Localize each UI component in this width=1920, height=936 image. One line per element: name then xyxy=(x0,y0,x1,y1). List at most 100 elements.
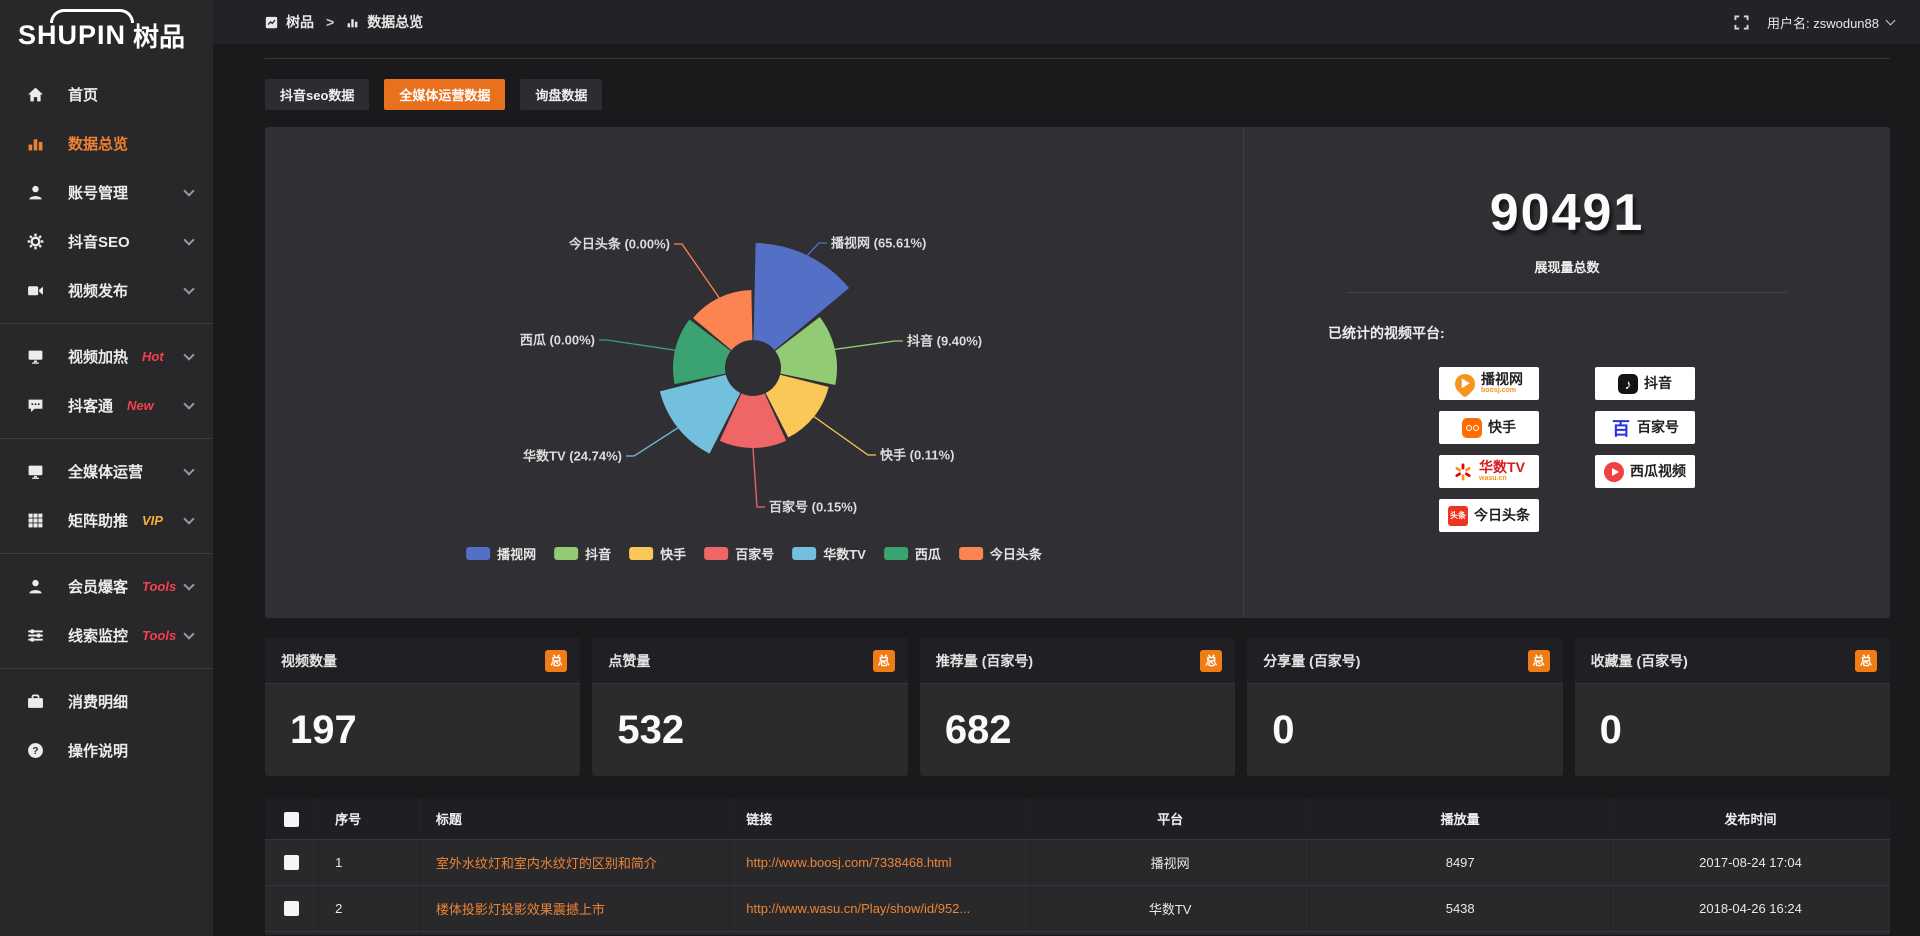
row-checkbox[interactable] xyxy=(284,855,300,871)
logo-arc xyxy=(50,9,134,23)
cell-title[interactable]: 室外水纹灯和室内水纹灯的区别和简介 xyxy=(419,839,731,886)
sidebar-item-视频加热[interactable]: 视频加热 Hot xyxy=(0,332,213,381)
stat-card-title: 推荐量 (百家号) xyxy=(935,652,1034,669)
sidebar-item-首页[interactable]: 首页 xyxy=(0,70,213,119)
pie-slice-百家号[interactable] xyxy=(719,393,787,449)
pie-label-line xyxy=(834,340,903,350)
sidebar-item-badge: Tools xyxy=(142,628,177,643)
sidebar-item-会员爆客[interactable]: 会员爆客 Tools xyxy=(0,562,213,611)
pie-slice-抖音[interactable] xyxy=(775,317,837,385)
boosj-logo xyxy=(1450,369,1480,398)
data-tabs: 抖音seo数据 全媒体运营数据 询盘数据 xyxy=(265,79,1890,110)
sidebar-item-视频发布[interactable]: 视频发布 xyxy=(0,266,213,315)
xigua-logo xyxy=(1604,461,1624,482)
pie-slice-今日头条[interactable] xyxy=(693,290,753,351)
platform-name: 西瓜视频 xyxy=(1630,463,1686,480)
stat-card-body: 0 xyxy=(1247,684,1562,776)
pie-label-今日头条: 今日头条 (0.00%) xyxy=(568,237,670,252)
tab-全媒体运营数据[interactable]: 全媒体运营数据 xyxy=(384,79,506,110)
sliders-icon xyxy=(27,627,44,644)
legend-swatch xyxy=(466,547,491,560)
sidebar-item-抖音SEO[interactable]: 抖音SEO xyxy=(0,217,213,266)
platform-column: 播视网 boosj.com 快手 华数TV wasu.cn 头条 今日头条 xyxy=(1439,367,1539,532)
column-header-平台: 平台 xyxy=(1030,799,1311,840)
logo-suffix-text: 树品 xyxy=(133,21,186,52)
pie-label-快手: 快手 (0.11%) xyxy=(880,448,954,463)
sidebar-item-抖客通[interactable]: 抖客通 New xyxy=(0,381,213,430)
pie-slice-华数TV[interactable] xyxy=(659,374,741,454)
legend-item-抖音[interactable]: 抖音 xyxy=(554,544,611,563)
platform-subtext: boosj.com xyxy=(1481,387,1517,395)
sidebar-item-矩阵助推[interactable]: 矩阵助推 VIP xyxy=(0,496,213,545)
select-all-checkbox[interactable] xyxy=(284,811,300,827)
sidebar-item-账号管理[interactable]: 账号管理 xyxy=(0,168,213,217)
total-badge[interactable]: 总 xyxy=(1855,649,1878,672)
total-badge[interactable]: 总 xyxy=(1200,649,1223,672)
stat-card-header: 视频数量 总 xyxy=(265,638,581,684)
cell-link[interactable]: http://www.boosj.com/7338468.html xyxy=(729,839,1031,886)
sidebar-item-label: 首页 xyxy=(68,87,99,104)
pie-slice-西瓜[interactable] xyxy=(673,319,731,385)
table-header-row: 序号 标题 链接 平台 播放量 发布时间 xyxy=(265,799,1890,840)
stat-card-title: 收藏量 (百家号) xyxy=(1590,652,1688,669)
stat-card-body: 0 xyxy=(1575,684,1890,776)
select-all-header xyxy=(265,799,320,840)
breadcrumb-current[interactable]: 数据总览 xyxy=(367,14,424,30)
user-menu[interactable]: 用户名: zswodun88 xyxy=(1767,13,1896,32)
legend-item-华数TV[interactable]: 华数TV xyxy=(792,544,866,563)
stat-card-title: 视频数量 xyxy=(281,652,337,669)
sidebar-item-label: 会员爆客 xyxy=(68,579,129,596)
legend-item-快手[interactable]: 快手 xyxy=(629,544,686,563)
sidebar-divider xyxy=(0,438,213,439)
cell-link[interactable]: http://www.wasu.cn/Play/show/id/952... xyxy=(729,885,1031,932)
legend-item-今日头条[interactable]: 今日头条 xyxy=(958,544,1042,563)
total-badge[interactable]: 总 xyxy=(545,649,568,672)
sidebar-divider xyxy=(0,323,213,324)
platform-badge-抖音: ♪ 抖音 xyxy=(1595,367,1695,400)
topbar-right: 用户名: zswodun88 xyxy=(1734,13,1896,32)
sidebar-item-label: 线索监控 xyxy=(68,628,129,645)
breadcrumb-root[interactable]: 树品 xyxy=(286,14,314,30)
row-checkbox[interactable] xyxy=(284,901,300,917)
stat-card-value: 0 xyxy=(1272,707,1295,752)
column-header-播放量: 播放量 xyxy=(1309,799,1611,840)
home-icon xyxy=(27,86,44,103)
pie-slice-快手[interactable] xyxy=(765,374,829,438)
table-row-partial xyxy=(265,931,1890,935)
bar-chart-icon xyxy=(27,135,44,152)
stat-card-value: 682 xyxy=(944,707,1012,752)
sidebar-item-消费明细[interactable]: 消费明细 xyxy=(0,677,213,726)
cell-platform: 播视网 xyxy=(1030,839,1311,886)
cell-title[interactable]: 楼体投影灯投影效果震撼上市 xyxy=(419,885,731,932)
total-badge[interactable]: 总 xyxy=(1527,649,1550,672)
grid-icon xyxy=(27,512,44,529)
legend-item-播视网[interactable]: 播视网 xyxy=(466,544,536,563)
chevron-down-icon xyxy=(183,348,195,361)
total-badge[interactable]: 总 xyxy=(872,649,895,672)
user-star-icon xyxy=(27,578,44,595)
platforms-title: 已统计的视频平台: xyxy=(1328,325,1445,341)
sidebar-item-badge: Hot xyxy=(142,349,164,364)
sidebar-item-label: 全媒体运营 xyxy=(68,464,144,481)
legend-item-西瓜[interactable]: 西瓜 xyxy=(883,544,941,563)
cell-views: 5438 xyxy=(1309,885,1611,932)
fullscreen-icon[interactable] xyxy=(1734,14,1749,30)
sidebar-item-全媒体运营[interactable]: 全媒体运营 xyxy=(0,447,213,496)
total-impressions-value: 90491 xyxy=(1489,184,1645,242)
cell-time: 2017-08-24 17:04 xyxy=(1610,839,1890,886)
pie-slice-播视网[interactable] xyxy=(753,243,850,351)
cell-views: 8497 xyxy=(1309,839,1611,886)
sidebar-item-数据总览[interactable]: 数据总览 xyxy=(0,119,213,168)
platform-badge-华数TV: 华数TV wasu.cn xyxy=(1439,455,1539,488)
sidebar-item-线索监控[interactable]: 线索监控 Tools xyxy=(0,611,213,660)
platform-name: 百家号 xyxy=(1637,419,1679,436)
tab-抖音seo数据[interactable]: 抖音seo数据 xyxy=(265,79,370,110)
stat-card-value: 532 xyxy=(617,707,685,752)
platform-name: 今日头条 xyxy=(1474,507,1530,524)
platform-badge-grid: 播视网 boosj.com 快手 华数TV wasu.cn 头条 今日头条 ♪ 抖音百百家号 西瓜… xyxy=(1244,367,1890,532)
sidebar-item-操作说明[interactable]: ? 操作说明 xyxy=(0,726,213,775)
tab-询盘数据[interactable]: 询盘数据 xyxy=(520,79,603,110)
topbar: 树品 > 数据总览 用户名: zswodun88 xyxy=(213,0,1920,44)
legend-item-百家号[interactable]: 百家号 xyxy=(704,544,774,563)
chevron-down-icon xyxy=(183,627,195,640)
